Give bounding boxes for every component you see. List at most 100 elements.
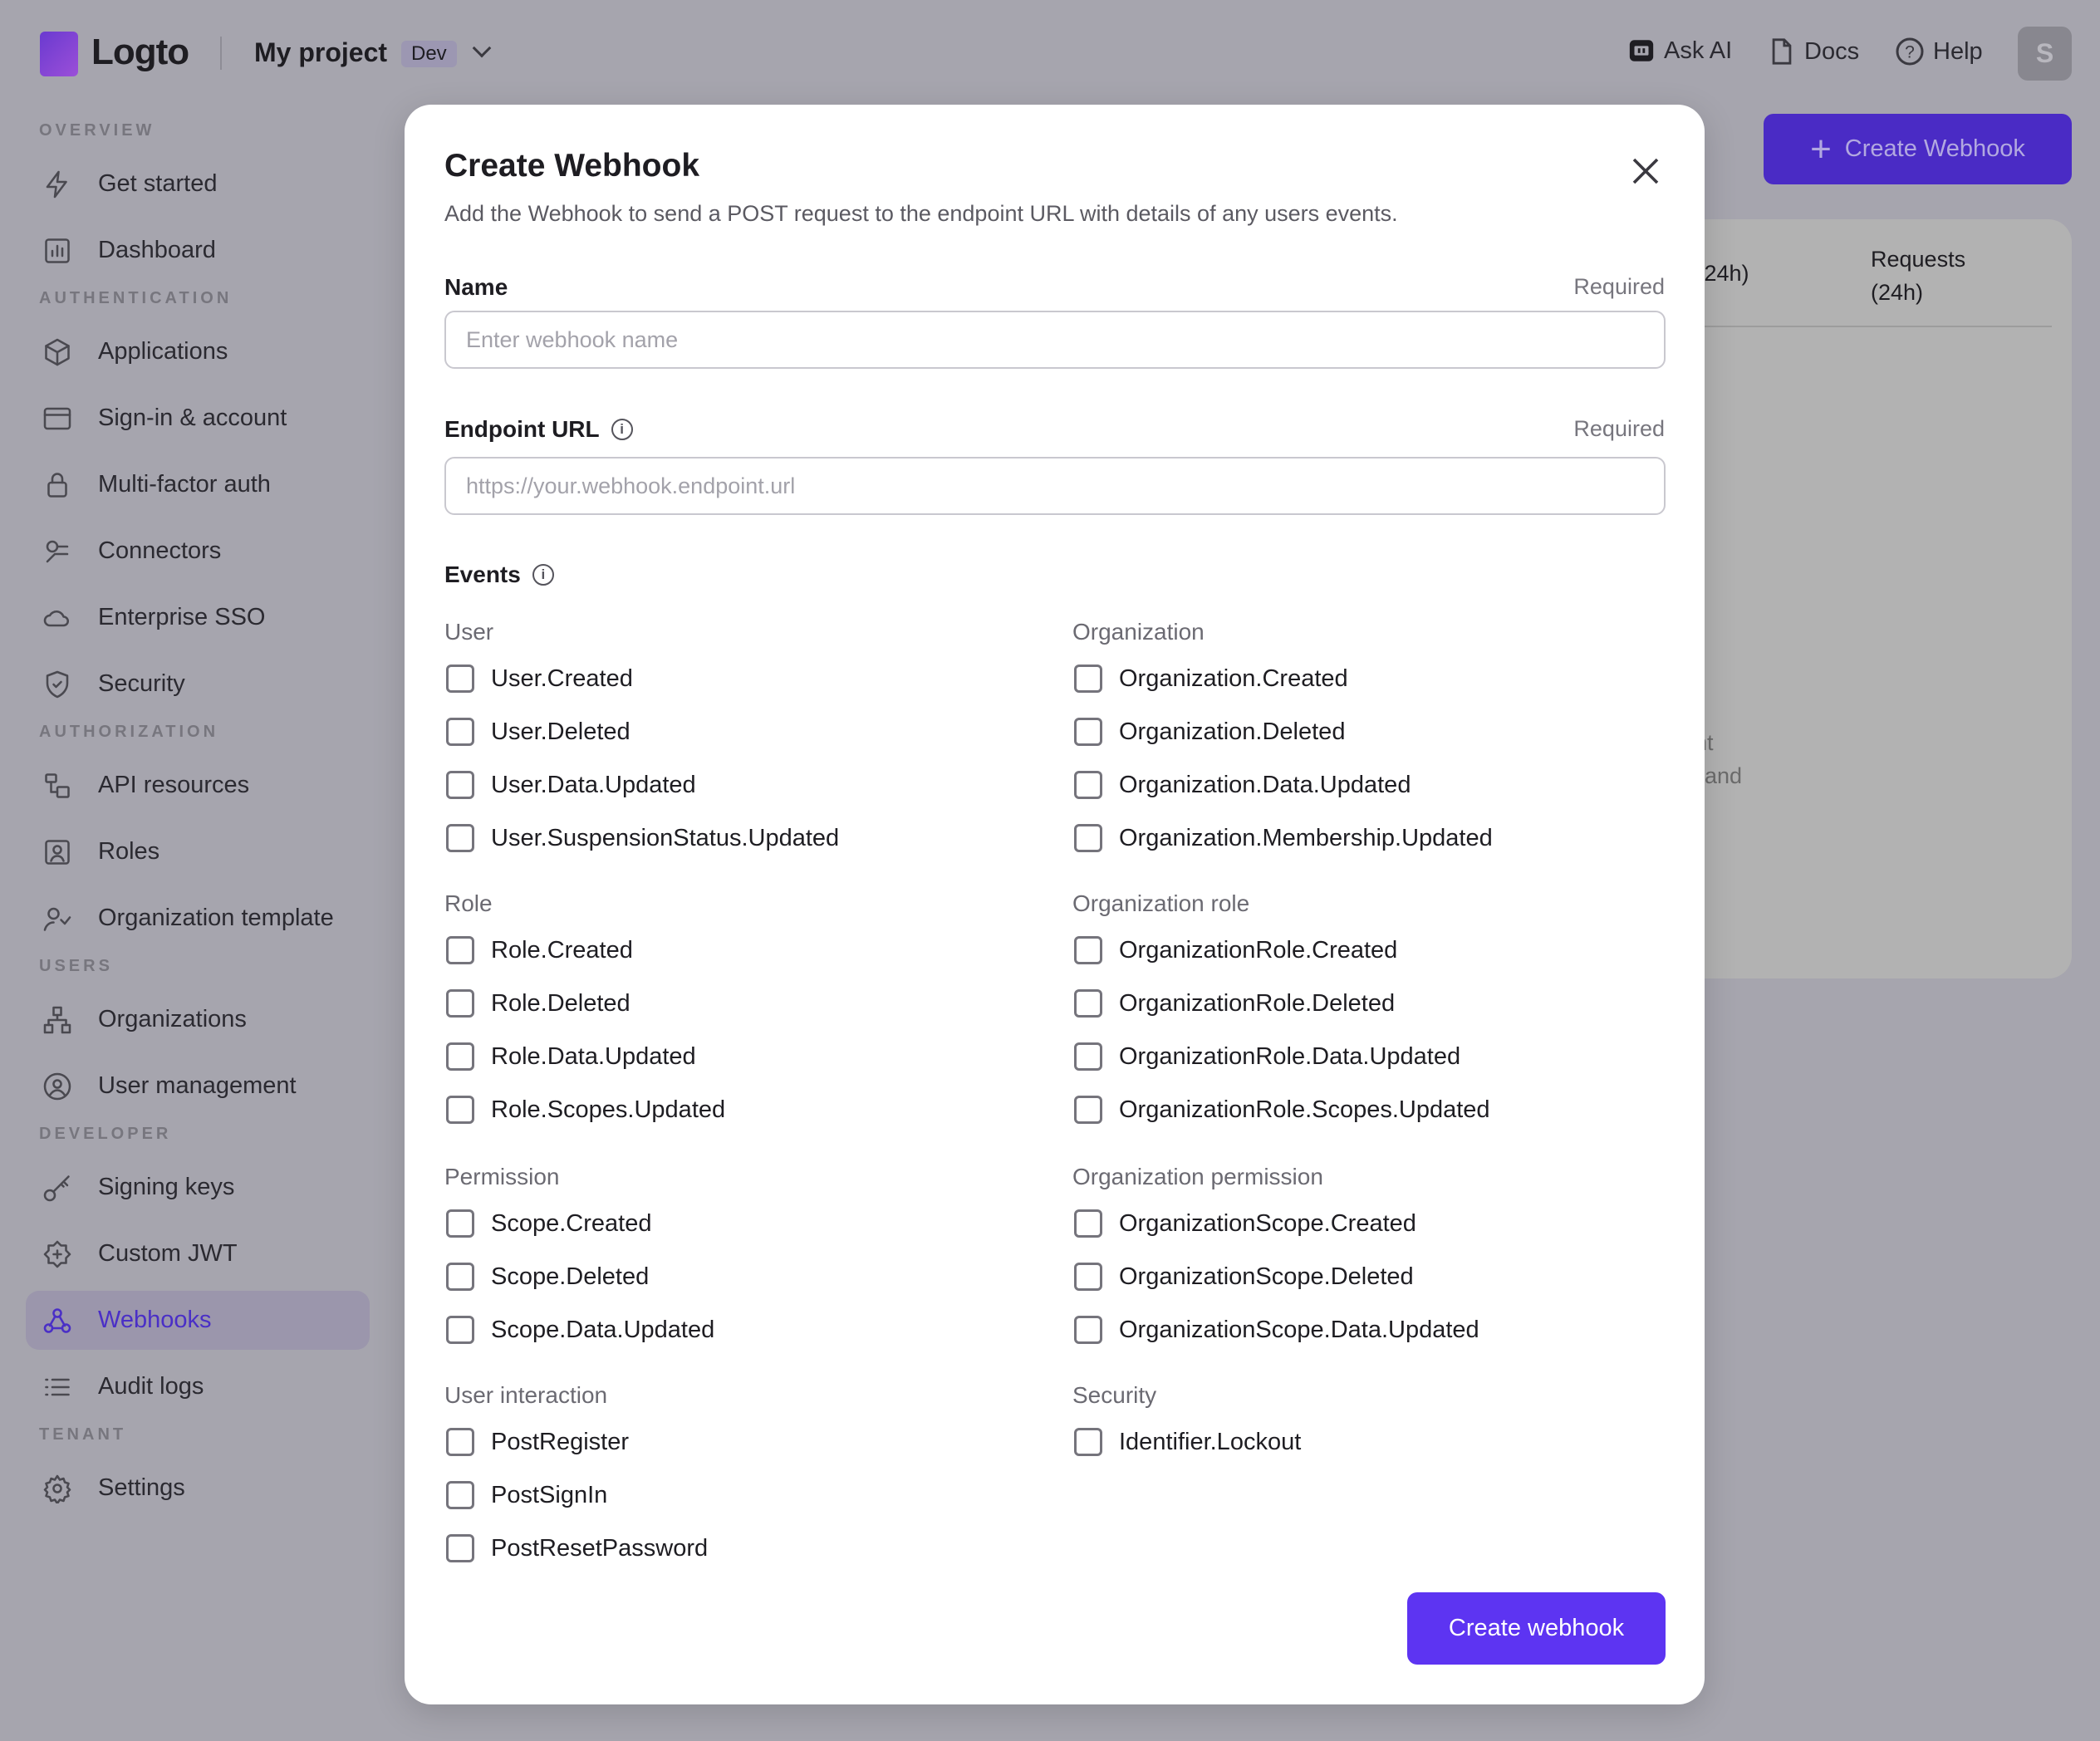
- sidebar-item-label: API resources: [98, 772, 250, 798]
- event-checkbox-postregister[interactable]: PostRegister: [446, 1428, 629, 1456]
- checkbox[interactable]: [446, 771, 474, 799]
- create-webhook-submit-button[interactable]: Create webhook: [1407, 1592, 1666, 1665]
- sidebar-item-roles[interactable]: Roles: [26, 822, 370, 881]
- event-checkbox-scope-created[interactable]: Scope.Created: [446, 1209, 651, 1238]
- sidebar-item-organization-template[interactable]: Organization template: [26, 889, 370, 948]
- sidebar-item-label: Applications: [98, 338, 228, 365]
- checkbox[interactable]: [1074, 771, 1102, 799]
- event-checkbox-scope-data-updated[interactable]: Scope.Data.Updated: [446, 1316, 714, 1344]
- event-checkbox-organizationrole-deleted[interactable]: OrganizationRole.Deleted: [1074, 989, 1395, 1018]
- event-group-heading: Security: [1072, 1382, 1157, 1408]
- checkbox[interactable]: [446, 936, 474, 964]
- checkbox[interactable]: [446, 1096, 474, 1124]
- event-checkbox-scope-deleted[interactable]: Scope.Deleted: [446, 1263, 649, 1291]
- event-checkbox-role-deleted[interactable]: Role.Deleted: [446, 989, 630, 1018]
- event-checkbox-organizationscope-deleted[interactable]: OrganizationScope.Deleted: [1074, 1263, 1414, 1291]
- event-checkbox-organization-created[interactable]: Organization.Created: [1074, 665, 1348, 693]
- close-icon[interactable]: [1626, 151, 1666, 191]
- avatar[interactable]: S: [2018, 27, 2072, 81]
- section-label: DEVELOPER: [39, 1125, 172, 1143]
- checkbox[interactable]: [446, 665, 474, 693]
- event-checkbox-organization-membership-updated[interactable]: Organization.Membership.Updated: [1074, 824, 1493, 852]
- sidebar-item-audit-logs[interactable]: Audit logs: [26, 1357, 370, 1416]
- sidebar-item-custom-jwt[interactable]: Custom JWT: [26, 1224, 370, 1283]
- event-checkbox-organizationrole-created[interactable]: OrganizationRole.Created: [1074, 936, 1397, 964]
- sidebar-item-label: Organization template: [98, 905, 334, 931]
- checkbox[interactable]: [446, 718, 474, 746]
- event-checkbox-organizationscope-created[interactable]: OrganizationScope.Created: [1074, 1209, 1416, 1238]
- checkbox[interactable]: [446, 1534, 474, 1562]
- checkbox[interactable]: [1074, 1042, 1102, 1071]
- sidebar-item-security[interactable]: Security: [26, 655, 370, 714]
- event-checkbox-organizationrole-scopes-updated[interactable]: OrganizationRole.Scopes.Updated: [1074, 1096, 1490, 1124]
- sidebar-item-enterprise-sso[interactable]: Enterprise SSO: [26, 588, 370, 647]
- event-checkbox-postresetpassword[interactable]: PostResetPassword: [446, 1534, 708, 1562]
- sidebar-item-webhooks[interactable]: Webhooks: [26, 1291, 370, 1350]
- checkbox[interactable]: [1074, 1096, 1102, 1124]
- checkbox[interactable]: [1074, 1209, 1102, 1238]
- checkbox[interactable]: [1074, 824, 1102, 852]
- cloud-icon: [43, 610, 69, 626]
- checkbox[interactable]: [1074, 1263, 1102, 1291]
- section-label: AUTHENTICATION: [39, 289, 233, 307]
- help-button[interactable]: ? Help: [1895, 37, 1983, 66]
- endpoint-label: Endpoint URL i: [444, 416, 633, 443]
- sidebar-item-applications[interactable]: Applications: [26, 322, 370, 381]
- checkbox[interactable]: [446, 1209, 474, 1238]
- badge-plus-icon: [43, 1240, 71, 1268]
- cube-icon: [45, 338, 70, 365]
- event-label: Role.Data.Updated: [491, 1042, 696, 1070]
- sidebar-item-organizations[interactable]: Organizations: [26, 990, 370, 1049]
- endpoint-url-input[interactable]: [444, 457, 1666, 515]
- event-checkbox-postsignin[interactable]: PostSignIn: [446, 1481, 607, 1509]
- event-checkbox-role-data-updated[interactable]: Role.Data.Updated: [446, 1042, 696, 1071]
- sidebar-item-multi-factor-auth[interactable]: Multi-factor auth: [26, 455, 370, 514]
- checkbox[interactable]: [1074, 936, 1102, 964]
- event-checkbox-organization-deleted[interactable]: Organization.Deleted: [1074, 718, 1345, 746]
- endpoint-required: Required: [1573, 416, 1665, 441]
- event-checkbox-role-created[interactable]: Role.Created: [446, 936, 633, 964]
- sidebar-item-sign-in-account[interactable]: Sign-in & account: [26, 389, 370, 448]
- sidebar-item-signing-keys[interactable]: Signing keys: [26, 1158, 370, 1217]
- checkbox[interactable]: [1074, 718, 1102, 746]
- event-checkbox-user-created[interactable]: User.Created: [446, 665, 633, 693]
- project-name[interactable]: My project: [254, 37, 388, 67]
- chevron-down-icon[interactable]: [472, 38, 492, 58]
- section-label: USERS: [39, 957, 113, 975]
- column-header-requests: Requests (24h): [1871, 247, 1966, 305]
- plus-icon: +: [1810, 128, 1832, 169]
- checkbox[interactable]: [446, 989, 474, 1018]
- checkbox[interactable]: [446, 824, 474, 852]
- event-checkbox-user-data-updated[interactable]: User.Data.Updated: [446, 771, 696, 799]
- event-checkbox-role-scopes-updated[interactable]: Role.Scopes.Updated: [446, 1096, 725, 1124]
- sidebar-item-get-started[interactable]: Get started: [26, 154, 370, 213]
- checkbox[interactable]: [446, 1316, 474, 1344]
- checkbox[interactable]: [446, 1481, 474, 1509]
- sidebar-item-settings[interactable]: Settings: [26, 1459, 370, 1518]
- create-webhook-background-button[interactable]: + Create Webhook: [1764, 114, 2072, 184]
- event-checkbox-identifier-lockout[interactable]: Identifier.Lockout: [1074, 1428, 1301, 1456]
- checkbox[interactable]: [446, 1428, 474, 1456]
- sidebar-item-user-management[interactable]: User management: [26, 1057, 370, 1116]
- ask-ai-button[interactable]: Ask AI: [1627, 37, 1732, 65]
- docs-button[interactable]: Docs: [1768, 37, 1859, 66]
- event-checkbox-organizationscope-data-updated[interactable]: OrganizationScope.Data.Updated: [1074, 1316, 1479, 1344]
- sidebar-item-dashboard[interactable]: Dashboard: [26, 221, 370, 280]
- checkbox[interactable]: [446, 1042, 474, 1071]
- info-icon[interactable]: i: [611, 419, 633, 440]
- webhook-name-input[interactable]: [444, 311, 1666, 369]
- sidebar-item-label: Multi-factor auth: [98, 471, 271, 498]
- sidebar-item-api-resources[interactable]: API resources: [26, 756, 370, 815]
- event-checkbox-organizationrole-data-updated[interactable]: OrganizationRole.Data.Updated: [1074, 1042, 1460, 1071]
- event-checkbox-user-deleted[interactable]: User.Deleted: [446, 718, 630, 746]
- checkbox[interactable]: [1074, 1316, 1102, 1344]
- checkbox[interactable]: [1074, 1428, 1102, 1456]
- info-icon[interactable]: i: [532, 564, 554, 586]
- checkbox[interactable]: [1074, 989, 1102, 1018]
- checkbox[interactable]: [1074, 665, 1102, 693]
- event-checkbox-user-suspensionstatus-updated[interactable]: User.SuspensionStatus.Updated: [446, 824, 839, 852]
- sidebar-item-connectors[interactable]: Connectors: [26, 522, 370, 581]
- event-checkbox-organization-data-updated[interactable]: Organization.Data.Updated: [1074, 771, 1411, 799]
- event-label: OrganizationRole.Scopes.Updated: [1119, 1096, 1490, 1123]
- checkbox[interactable]: [446, 1263, 474, 1291]
